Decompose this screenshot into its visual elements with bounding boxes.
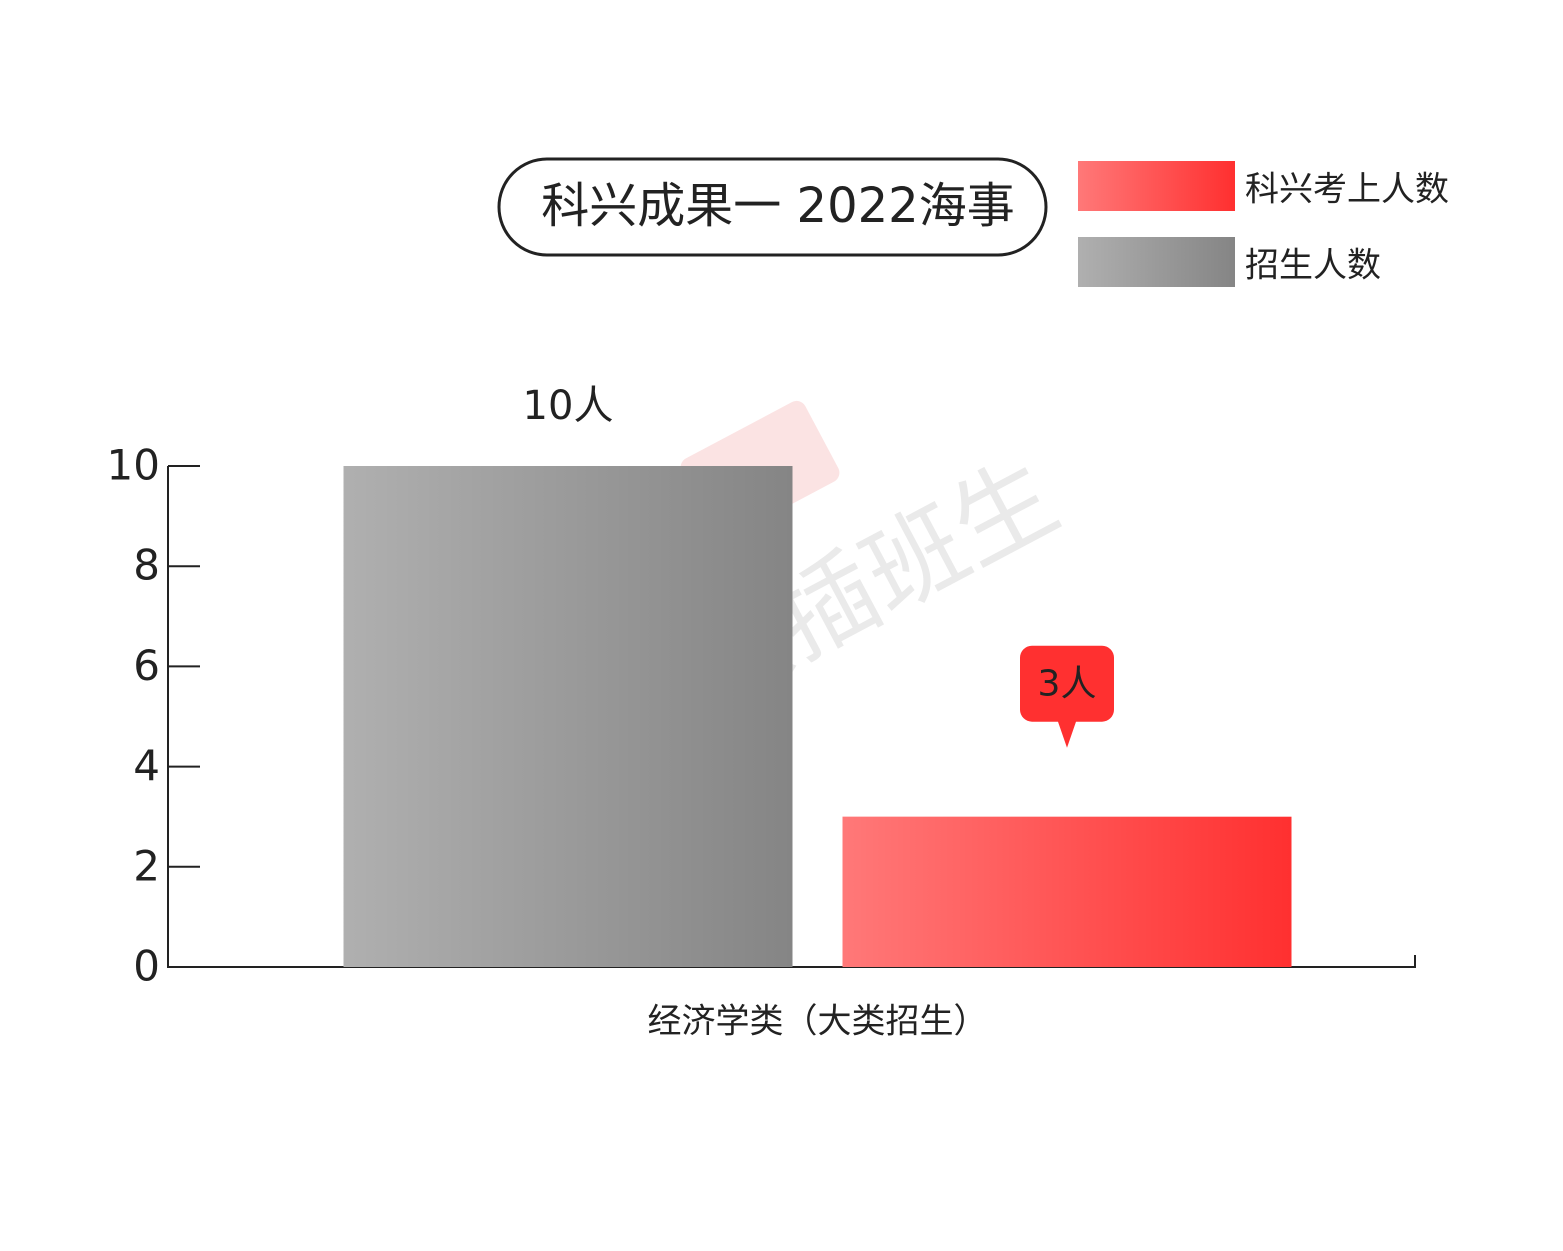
bar-shine [343,466,793,967]
legend-swatch-shine [1078,161,1235,211]
chart-title: 科兴成果一 2022海事 [541,178,1014,234]
legend-label: 科兴考上人数 [1245,170,1449,210]
y-tick-label: 4 [133,741,160,790]
y-tick-label: 2 [133,841,160,890]
value-callout [1020,645,1114,748]
bar-shine [842,816,1292,967]
title-box [497,157,1048,257]
x-tick-label: 经济学类（大类招生） [648,1002,988,1042]
y-tick-label: 10 [107,441,160,490]
value-label: 3人 [1038,664,1097,705]
y-tick-label: 6 [133,641,160,690]
legend-swatch-shine [1078,237,1235,287]
y-tick-label: 8 [133,541,160,590]
value-label: 10人 [523,383,614,429]
y-tick-label: 0 [133,942,160,991]
legend-label: 招生人数 [1245,246,1381,286]
